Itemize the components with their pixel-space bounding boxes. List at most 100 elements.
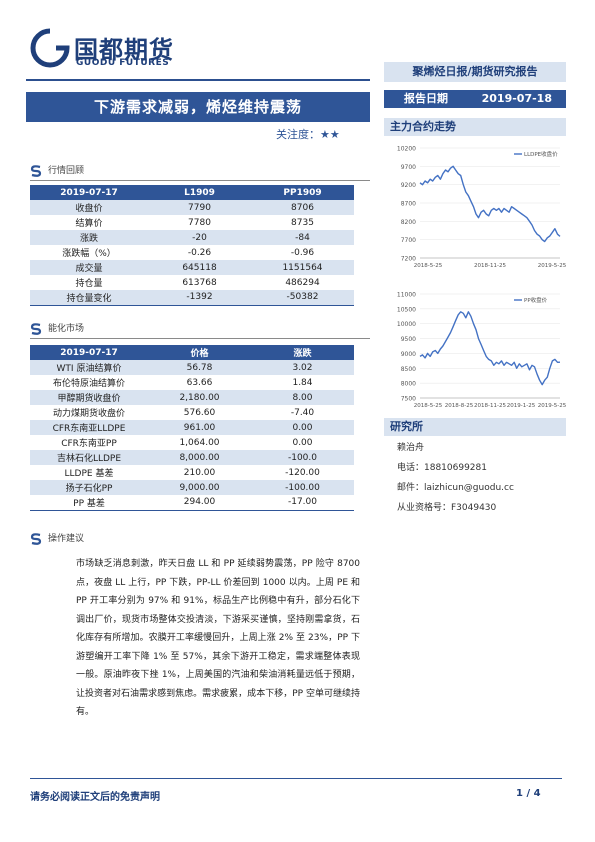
table-cell: 63.66 — [186, 377, 213, 388]
column-header: PP1909 — [251, 185, 354, 200]
table-row: 布伦特原油结算价 63.66 1.84 — [30, 375, 354, 390]
header-divider — [26, 79, 370, 81]
table-row: 动力煤期货收盘价 576.60 -7.40 — [30, 405, 354, 420]
y-tick-label: 10000 — [397, 321, 416, 328]
section-energy-market: 能化市场 — [30, 322, 84, 336]
x-tick-label: 2018-11-25 — [474, 263, 506, 269]
energy-market-table: 2019-07-17 价格 涨跌 WTI 原油结算价 56.78 3.02 布伦… — [30, 345, 354, 511]
x-tick-label: 2018-11-25 — [474, 403, 506, 409]
table-row: 吉林石化LLDPE 8,000.00 -100.0 — [30, 450, 354, 465]
y-tick-label: 9200 — [401, 182, 416, 189]
section-divider — [30, 338, 370, 339]
section-s-icon — [30, 164, 42, 177]
y-tick-label: 10200 — [397, 146, 416, 153]
x-tick-label: 2019-5-25 — [538, 403, 566, 409]
report-date-bar: 报告日期 2019-07-18 — [384, 90, 566, 108]
table-row: 成交量 645118 1151564 — [30, 260, 354, 275]
table-cell: -100.0 — [251, 450, 354, 465]
column-header: L1909 — [148, 185, 251, 200]
guodu-logo-icon — [30, 28, 70, 68]
table-row: 涨跌幅（%） -0.26 -0.96 — [30, 245, 354, 260]
table-cell: -0.26 — [187, 247, 212, 258]
table-cell: 1151564 — [251, 260, 354, 275]
y-tick-label: 10500 — [397, 306, 416, 313]
analyst-phone: 电话：18810699281 — [397, 463, 487, 473]
row-label: LLDPE 基差 — [64, 469, 114, 479]
section-divider — [30, 180, 370, 181]
analyst-email[interactable]: 邮件：laizhicun@guodu.cc — [397, 483, 514, 493]
y-tick-label: 8700 — [401, 201, 416, 208]
table-cell: -7.40 — [290, 407, 315, 418]
table-cell: 294.00 — [148, 495, 251, 511]
report-date-label: 报告日期 — [404, 92, 448, 105]
table-row: PP 基差 294.00 -17.00 — [30, 495, 354, 511]
market-review-table: 2019-07-17 L1909 PP1909 收盘价 7790 8706 结算… — [30, 185, 354, 306]
y-tick-label: 8500 — [401, 366, 416, 373]
table-cell: 56.78 — [148, 360, 251, 375]
table-cell: 8735 — [291, 217, 314, 228]
table-row: 涨跌 -20 -84 — [30, 230, 354, 245]
table-row: CFR东南亚LLDPE 961.00 0.00 — [30, 420, 354, 435]
column-header: 价格 — [148, 345, 251, 360]
table-cell: -120.00 — [285, 467, 320, 478]
report-date-value: 2019-07-18 — [481, 92, 552, 105]
row-label: 动力煤期货收盘价 — [52, 409, 125, 419]
y-tick-label: 9700 — [401, 164, 416, 171]
y-tick-label: 7500 — [401, 396, 416, 403]
pp-price-chart: 7500 8000 8500 9000 9500 10000 10500 11000 2018-… — [397, 292, 566, 410]
row-label: CFR东南亚PP — [61, 439, 117, 449]
table-cell: -17.00 — [251, 495, 354, 511]
research-heading: 研究所 — [384, 418, 566, 436]
table-cell: 210.00 — [183, 467, 216, 478]
table-cell: 961.00 — [148, 420, 251, 435]
section-market-review: 行情回顾 — [30, 164, 84, 178]
row-label: 成交量 — [30, 260, 148, 275]
table-cell: 1.84 — [292, 377, 313, 388]
table-cell: 0.00 — [251, 420, 354, 435]
x-tick-label: 2018-5-25 — [414, 263, 443, 269]
table-cell: 7790 — [148, 200, 251, 215]
y-tick-label: 9000 — [401, 351, 416, 358]
row-label: WTI 原油结算价 — [30, 360, 148, 375]
section-advice-title: 操作建议 — [48, 534, 85, 544]
table-row: CFR东南亚PP 1,064.00 0.00 — [30, 435, 354, 450]
column-header: 涨跌 — [251, 345, 354, 360]
report-type: 聚烯烃日报/期货研究报告 — [384, 62, 566, 82]
table-cell: 0.00 — [292, 437, 313, 448]
section-advice: 操作建议 — [30, 532, 84, 546]
row-label: PP 基差 — [30, 495, 148, 511]
table-row: 甲醇期货收盘价 2,180.00 8.00 — [30, 390, 354, 405]
table-cell: 486294 — [285, 277, 320, 288]
table-cell: 645118 — [148, 260, 251, 275]
row-label: 扬子石化PP — [30, 480, 148, 495]
brand-name-en: GUODU FUTURES — [76, 58, 170, 68]
y-tick-label: 11000 — [397, 292, 416, 299]
row-label: CFR东南亚LLDPE — [30, 420, 148, 435]
legend-label: LLDPE收盘价 — [524, 150, 558, 158]
table-cell: 8.00 — [251, 390, 354, 405]
report-title: 下游需求减弱，烯烃维持震荡 — [26, 92, 370, 122]
section-market-review-title: 行情回顾 — [48, 166, 85, 176]
section-energy-market-title: 能化市场 — [48, 324, 85, 334]
table-cell: -100.00 — [251, 480, 354, 495]
row-label: 结算价 — [75, 219, 103, 229]
table-cell: 9,000.00 — [148, 480, 251, 495]
page-number: 1 / 4 — [516, 788, 541, 799]
row-label: 涨跌幅（%） — [62, 249, 116, 259]
table-row: 结算价 7780 8735 — [30, 215, 354, 230]
analyst-name: 赖治舟 — [397, 443, 425, 453]
x-tick-label: 2019-5-25 — [538, 263, 566, 269]
advice-paragraph: 市场缺乏消息刺激，昨天日盘 LL 和 PP 延续弱势震荡，PP 险守 8700 … — [76, 559, 360, 717]
column-header: 2019-07-17 — [30, 345, 148, 360]
table-cell: 1,064.00 — [179, 437, 220, 448]
lldpe-price-chart: 7200 7700 8200 8700 9200 9700 10200 2018-5-25 20… — [397, 146, 566, 270]
table-header-row: 2019-07-17 价格 涨跌 — [30, 345, 354, 360]
x-tick-label: 2019-1-25 — [507, 403, 536, 409]
series-line — [419, 311, 561, 386]
series-line — [419, 165, 561, 243]
table-row: WTI 原油结算价 56.78 3.02 — [30, 360, 354, 375]
row-label: 甲醇期货收盘价 — [30, 390, 148, 405]
table-cell: 8706 — [251, 200, 354, 215]
row-label: 持仓量 — [75, 279, 103, 289]
table-row: 持仓量 613768 486294 — [30, 275, 354, 290]
